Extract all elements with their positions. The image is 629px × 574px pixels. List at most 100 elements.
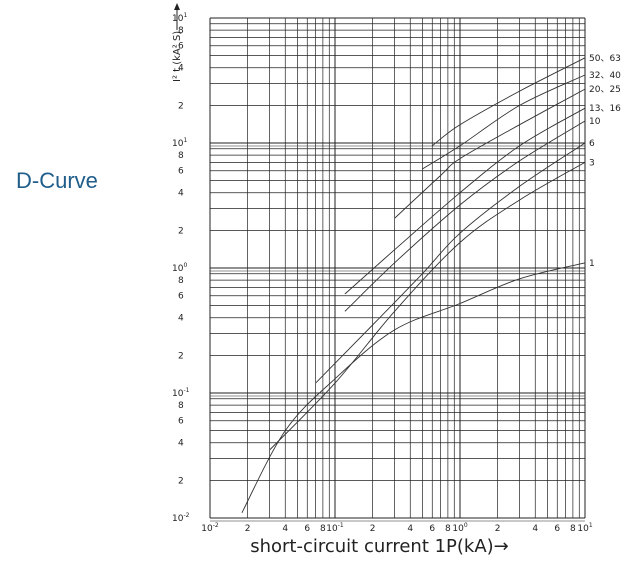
x-tick-exp: -2 — [213, 522, 219, 529]
y-tick-exp: 0 — [183, 262, 187, 269]
y-tick-label: 4 — [178, 64, 184, 74]
grid-lines — [209, 17, 586, 522]
x-tick-base: 8 — [445, 524, 451, 534]
y-tick-base: 10 — [172, 514, 184, 524]
y-tick-label: 4 — [178, 439, 184, 449]
y-tick-label: 4 — [178, 189, 184, 199]
x-tick-label: 4 — [282, 524, 288, 534]
curve-label: 3 — [589, 158, 595, 168]
x-tick-label: 100 — [452, 522, 467, 534]
y-tick-base: 6 — [178, 292, 184, 302]
y-tick-base: 4 — [178, 314, 184, 324]
x-tick-base: 10 — [201, 524, 213, 534]
y-tick-label: 6 — [178, 417, 184, 427]
y-tick-base: 8 — [178, 276, 184, 286]
y-tick-label: 101 — [172, 137, 187, 149]
x-tick-base: 8 — [320, 524, 326, 534]
y-tick-exp: 1 — [183, 137, 187, 144]
y-tick-base: 2 — [178, 101, 184, 111]
curve-10 — [344, 120, 586, 312]
y-tick-exp: -1 — [183, 387, 189, 394]
x-tick-base: 6 — [429, 524, 435, 534]
y-tick-base: 10 — [172, 264, 184, 274]
curve-label: 32、40 — [589, 71, 621, 81]
y-tick-label: 2 — [178, 351, 184, 361]
y-tick-base: 10 — [172, 139, 184, 149]
x-tick-label: 10-1 — [326, 522, 344, 534]
y-tick-base: 6 — [178, 417, 184, 427]
curve-32-40 — [422, 74, 586, 170]
x-tick-base: 4 — [532, 524, 538, 534]
y-tick-base: 8 — [178, 26, 184, 36]
x-tick-label: 6 — [304, 524, 310, 534]
y-tick-label: 8 — [178, 401, 184, 411]
y-axis-arrowhead — [174, 3, 180, 10]
y-tick-label: 6 — [178, 292, 184, 302]
curve-type-label: D-Curve — [16, 168, 98, 193]
x-tick-exp: 1 — [589, 522, 593, 529]
y-tick-base: 8 — [178, 151, 184, 161]
curve-label: 10 — [589, 117, 601, 127]
y-tick-label: 10-1 — [172, 387, 190, 399]
curve-label: 20、25 — [589, 85, 621, 95]
x-tick-label: 8 — [320, 524, 326, 534]
y-tick-label: 2 — [178, 226, 184, 236]
x-tick-label: 2 — [370, 524, 376, 534]
x-tick-base: 2 — [370, 524, 376, 534]
x-tick-base: 10 — [452, 524, 464, 534]
x-tick-base: 4 — [407, 524, 413, 534]
x-tick-label: 2 — [245, 524, 251, 534]
y-tick-base: 2 — [178, 351, 184, 361]
curve-3 — [269, 162, 586, 451]
x-tick-label: 6 — [429, 524, 435, 534]
x-tick-exp: 0 — [464, 522, 468, 529]
x-tick-base: 10 — [326, 524, 338, 534]
y-tick-exp: -2 — [183, 512, 189, 519]
y-tick-label: 10-2 — [172, 512, 190, 524]
x-tick-label: 101 — [577, 522, 592, 534]
y-tick-base: 8 — [178, 401, 184, 411]
x-tick-label: 2 — [495, 524, 501, 534]
curve-label: 50、63 — [589, 54, 621, 64]
y-tick-base: 2 — [178, 226, 184, 236]
x-axis-caption: short-circuit current 1P(kA)→ — [0, 536, 629, 557]
curve-13-16 — [344, 107, 586, 295]
curve-label: 1 — [589, 259, 595, 269]
y-tick-label: 101 — [172, 12, 187, 24]
x-tick-label: 4 — [407, 524, 413, 534]
x-tick-label: 4 — [532, 524, 538, 534]
x-tick-exp: -1 — [338, 522, 344, 529]
x-tick-label: 6 — [554, 524, 560, 534]
curve-labels: 1 3 6 10 13、16 20、25 32、40 50、63 — [589, 54, 621, 269]
x-tick-base: 4 — [282, 524, 288, 534]
x-tick-label: 8 — [445, 524, 451, 534]
curve-50-63 — [432, 57, 586, 147]
y-tick-base: 4 — [178, 189, 184, 199]
x-tick-base: 2 — [245, 524, 251, 534]
curve-label: 13、16 — [589, 104, 621, 114]
x-tick-label: 8 — [570, 524, 576, 534]
x-tick-base: 2 — [495, 524, 501, 534]
y-axis-title: I² t (kA² S) — [172, 3, 183, 82]
x-tick-base: 8 — [570, 524, 576, 534]
y-tick-base: 4 — [178, 64, 184, 74]
x-tick-label: 10-2 — [201, 522, 219, 534]
curve-20-25 — [394, 88, 586, 219]
y-tick-base: 10 — [172, 14, 184, 24]
x-tick-base: 6 — [554, 524, 560, 534]
y-tick-exp: 1 — [183, 12, 187, 19]
y-tick-base: 6 — [178, 42, 184, 52]
x-tick-base: 10 — [577, 524, 589, 534]
x-tick-labels: 10-2 2 4 6 8 10-1 2 4 6 8 100 2 4 6 8 101 — [201, 522, 593, 534]
y-tick-label: 4 — [178, 314, 184, 324]
y-tick-label: 8 — [178, 26, 184, 36]
x-axis-label: short-circuit current 1P(kA)→ — [250, 536, 509, 557]
y-tick-label: 8 — [178, 276, 184, 286]
y-tick-label: 100 — [172, 262, 187, 274]
curve-6 — [315, 142, 586, 384]
y-tick-label: 8 — [178, 151, 184, 161]
curve-1 — [241, 262, 586, 514]
y-tick-label: 6 — [178, 42, 184, 52]
